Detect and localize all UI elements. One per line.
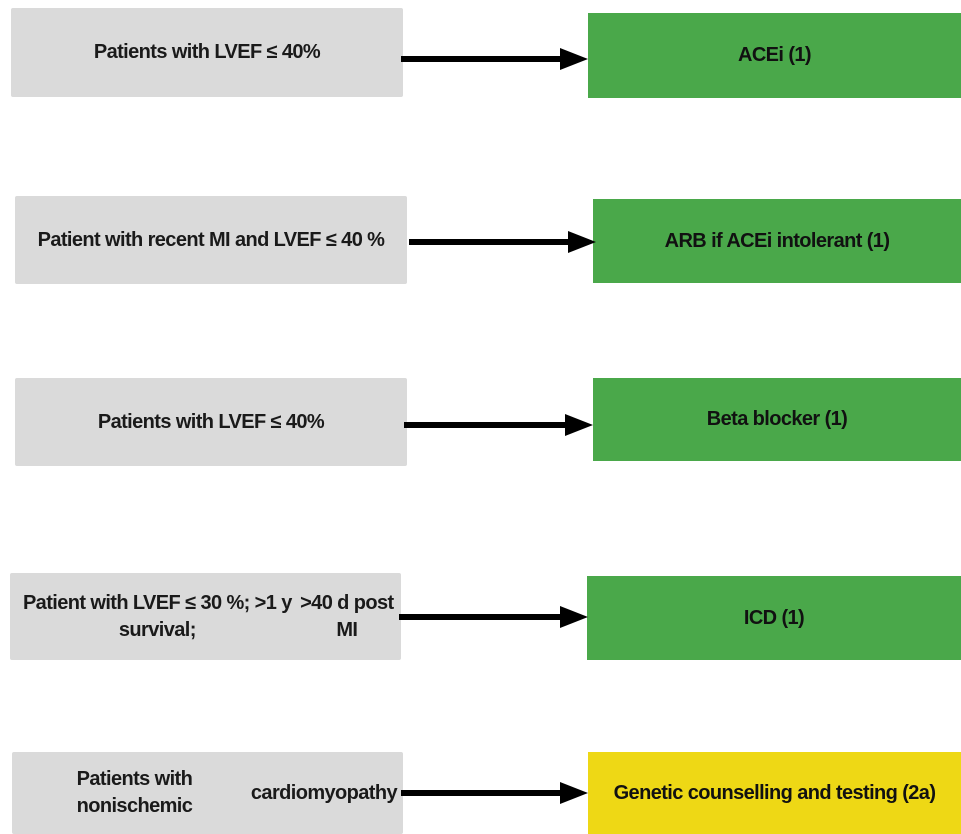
condition-box-2: Patient with recent MI and LVEF ≤ 40 % (15, 196, 407, 284)
condition-text-4-line-1: Patient with LVEF ≤ 30 %; >1 y survival; (22, 591, 292, 641)
recommendation-box-2: ARB if ACEi intolerant (1) (593, 199, 961, 283)
condition-text-2-line-1: Patient with recent MI and LVEF ≤ 40 % (37, 228, 385, 251)
arrow-3 (404, 414, 593, 436)
recommendation-box-3: Beta blocker (1) (593, 378, 961, 461)
recommendation-text-3: Beta blocker (1) (706, 408, 848, 430)
condition-text-4-line-2: >40 d post MI (300, 591, 394, 641)
recommendation-text-2: ARB if ACEi intolerant (1) (664, 229, 890, 252)
condition-box-5: Patients with nonischemic cardiomyopathy (12, 752, 403, 834)
condition-box-3: Patients with LVEF ≤ 40% (15, 378, 407, 466)
recommendation-text-5: Genetic counselling and testing (2a) (613, 781, 936, 804)
condition-text-1-line-1: Patients with LVEF ≤ 40% (93, 41, 321, 63)
arrow-5 (401, 782, 588, 804)
arrow-1 (401, 48, 588, 70)
recommendation-text-1: ACEi (1) (738, 44, 812, 66)
condition-box-1: Patients with LVEF ≤ 40% (11, 8, 403, 97)
arrow-2 (409, 231, 596, 253)
recommendation-box-5: Genetic counselling and testing (2a) (588, 752, 961, 834)
condition-text-5-line-2: cardiomyopathy (250, 781, 398, 804)
recommendation-box-1: ACEi (1) (588, 13, 961, 98)
condition-text-5-line-1: Patients with nonischemic (76, 768, 193, 817)
recommendation-text-4: ICD (1) (743, 606, 805, 629)
condition-text-3-line-1: Patients with LVEF ≤ 40% (97, 410, 325, 433)
recommendation-box-4: ICD (1) (587, 576, 961, 660)
arrow-4 (399, 606, 588, 628)
condition-box-4: Patient with LVEF ≤ 30 %; >1 y survival;… (10, 573, 401, 660)
